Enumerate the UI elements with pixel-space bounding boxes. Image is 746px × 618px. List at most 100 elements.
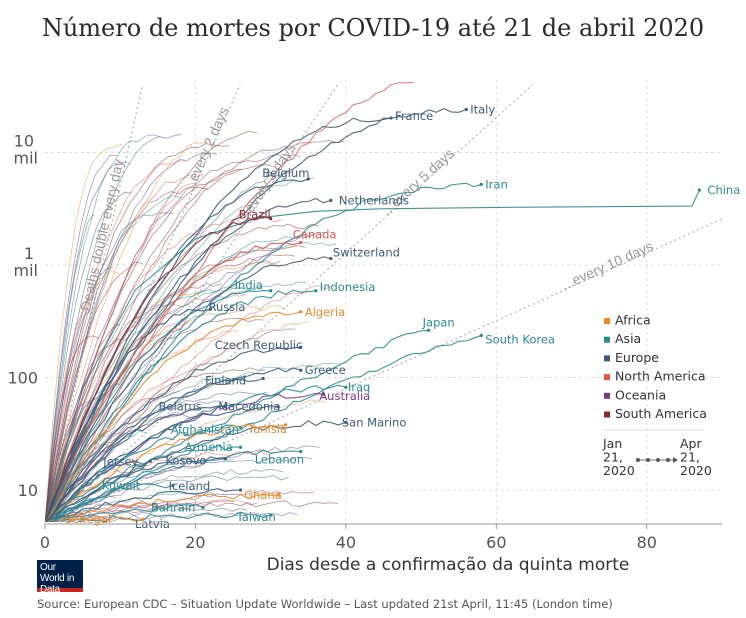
legend-swatch[interactable] [604, 336, 610, 343]
series-label[interactable]: Greece [305, 363, 346, 377]
series-end-point [223, 405, 228, 409]
legend-label[interactable]: Asia [615, 331, 641, 346]
owid-logo[interactable]: Our World in Data [37, 560, 83, 595]
series-labels: Deaths double every day...every 2 days..… [65, 102, 741, 530]
series-label[interactable]: Bahrain [151, 500, 195, 514]
series-end-point [344, 385, 348, 389]
series-label[interactable]: Belgium [262, 166, 309, 180]
time-slider-point[interactable] [636, 458, 640, 462]
background-series-line [55, 500, 339, 522]
legend-label[interactable]: Oceania [615, 387, 666, 402]
series-label[interactable]: Ghana [244, 488, 282, 502]
series-line-san-marino [47, 420, 347, 522]
series-line-armenia [45, 444, 241, 522]
series-line-canada [45, 241, 301, 522]
series-label[interactable]: Kosovo [166, 454, 207, 468]
series-label[interactable]: Afghanistan [171, 422, 239, 436]
series-label[interactable]: Belarus [159, 400, 202, 414]
series-end-point [223, 457, 228, 461]
legend-swatch[interactable] [604, 411, 610, 418]
legend-label[interactable]: Europe [615, 350, 659, 365]
series-label[interactable]: Russia [208, 300, 245, 314]
time-legend-end: Apr [680, 436, 702, 451]
series-line-japan [47, 329, 429, 522]
legend-label[interactable]: South America [615, 406, 707, 421]
background-series-line [45, 134, 161, 522]
legend-swatch[interactable] [604, 355, 610, 362]
series-end-point [238, 445, 243, 449]
series-label[interactable]: Lebanon [255, 452, 304, 466]
legend[interactable]: Africa Asia Europe North America Oceania Sout… [604, 313, 707, 422]
series-label[interactable]: Iceland [169, 479, 211, 493]
background-series-line [45, 376, 248, 522]
series-label[interactable]: Japan [422, 315, 455, 329]
time-slider-point[interactable] [666, 458, 670, 462]
series-label[interactable]: Switzerland [333, 246, 400, 260]
series-label[interactable]: Brazil [239, 208, 271, 222]
series-label[interactable]: Tunisia [247, 422, 287, 436]
series-label[interactable]: Iran [485, 177, 507, 191]
series-end-point [329, 198, 333, 203]
background-series-line [45, 241, 337, 522]
background-series-line [45, 328, 296, 522]
series-label[interactable]: Finland [205, 373, 246, 387]
series-end-point [299, 449, 303, 454]
series-end-point [479, 333, 483, 337]
y-tick-label: 10 [14, 132, 34, 151]
series-line-tunisia [45, 423, 286, 522]
legend-swatch[interactable] [604, 374, 610, 381]
series-end-point [276, 405, 280, 409]
series-end-point [427, 328, 431, 332]
background-series-line [45, 213, 95, 522]
x-tick-label: 80 [637, 533, 657, 552]
series-label[interactable]: Kuwait [102, 478, 141, 492]
series-line-iceland [46, 488, 241, 522]
series-label[interactable]: Italy [470, 102, 495, 116]
series-line-netherlands [45, 197, 331, 522]
series-label[interactable]: Taiwan [236, 510, 276, 524]
time-slider-arrow[interactable] [673, 457, 678, 463]
series-label[interactable]: San Marino [342, 415, 407, 429]
series-line-jersey [45, 460, 151, 522]
y-tick-label: 100 [7, 369, 38, 388]
series-label[interactable]: Czech Republic [215, 338, 303, 352]
series-label[interactable]: Macedonia [218, 400, 280, 414]
series-end-point [344, 420, 348, 424]
series-end-point [208, 307, 213, 311]
series-label[interactable]: France [395, 109, 433, 123]
series-line-brazil [45, 215, 271, 522]
series-lines [45, 107, 702, 522]
series-label[interactable]: Jersey [102, 454, 138, 468]
background-series-line [45, 153, 301, 522]
series-line-senegal [67, 516, 143, 522]
background-series-line [45, 338, 125, 522]
legend-swatch[interactable] [604, 318, 610, 324]
series-label[interactable]: Iraq [348, 380, 370, 394]
series-label[interactable]: Indonesia [320, 280, 376, 294]
series-end-point [269, 513, 273, 517]
series-end-point [148, 459, 152, 463]
x-tick-label: 40 [336, 533, 356, 552]
series-label[interactable]: China [707, 183, 740, 197]
time-slider-point[interactable] [646, 458, 650, 462]
background-series-line [45, 270, 120, 522]
series-label[interactable]: South Korea [485, 332, 555, 346]
time-slider-point[interactable] [656, 458, 660, 462]
legend-swatch[interactable] [604, 392, 610, 399]
series-label[interactable]: Armenia [185, 440, 233, 454]
series-label[interactable]: India [235, 278, 263, 292]
legend-label[interactable]: Africa [615, 313, 651, 328]
series-line-czech-republic [45, 346, 301, 522]
series-end-point [171, 483, 175, 487]
series-label[interactable]: Australia [319, 389, 370, 403]
guide-line [47, 218, 722, 522]
series-label[interactable]: Senegal [65, 512, 111, 526]
legend-label[interactable]: North America [615, 369, 706, 384]
background-series-line [45, 212, 174, 522]
series-end-point [464, 107, 468, 112]
series-label[interactable]: Algeria [305, 305, 345, 319]
series-end-point [269, 289, 273, 293]
series-label[interactable]: Canada [293, 227, 337, 241]
series-label[interactable]: Netherlands [339, 193, 409, 207]
